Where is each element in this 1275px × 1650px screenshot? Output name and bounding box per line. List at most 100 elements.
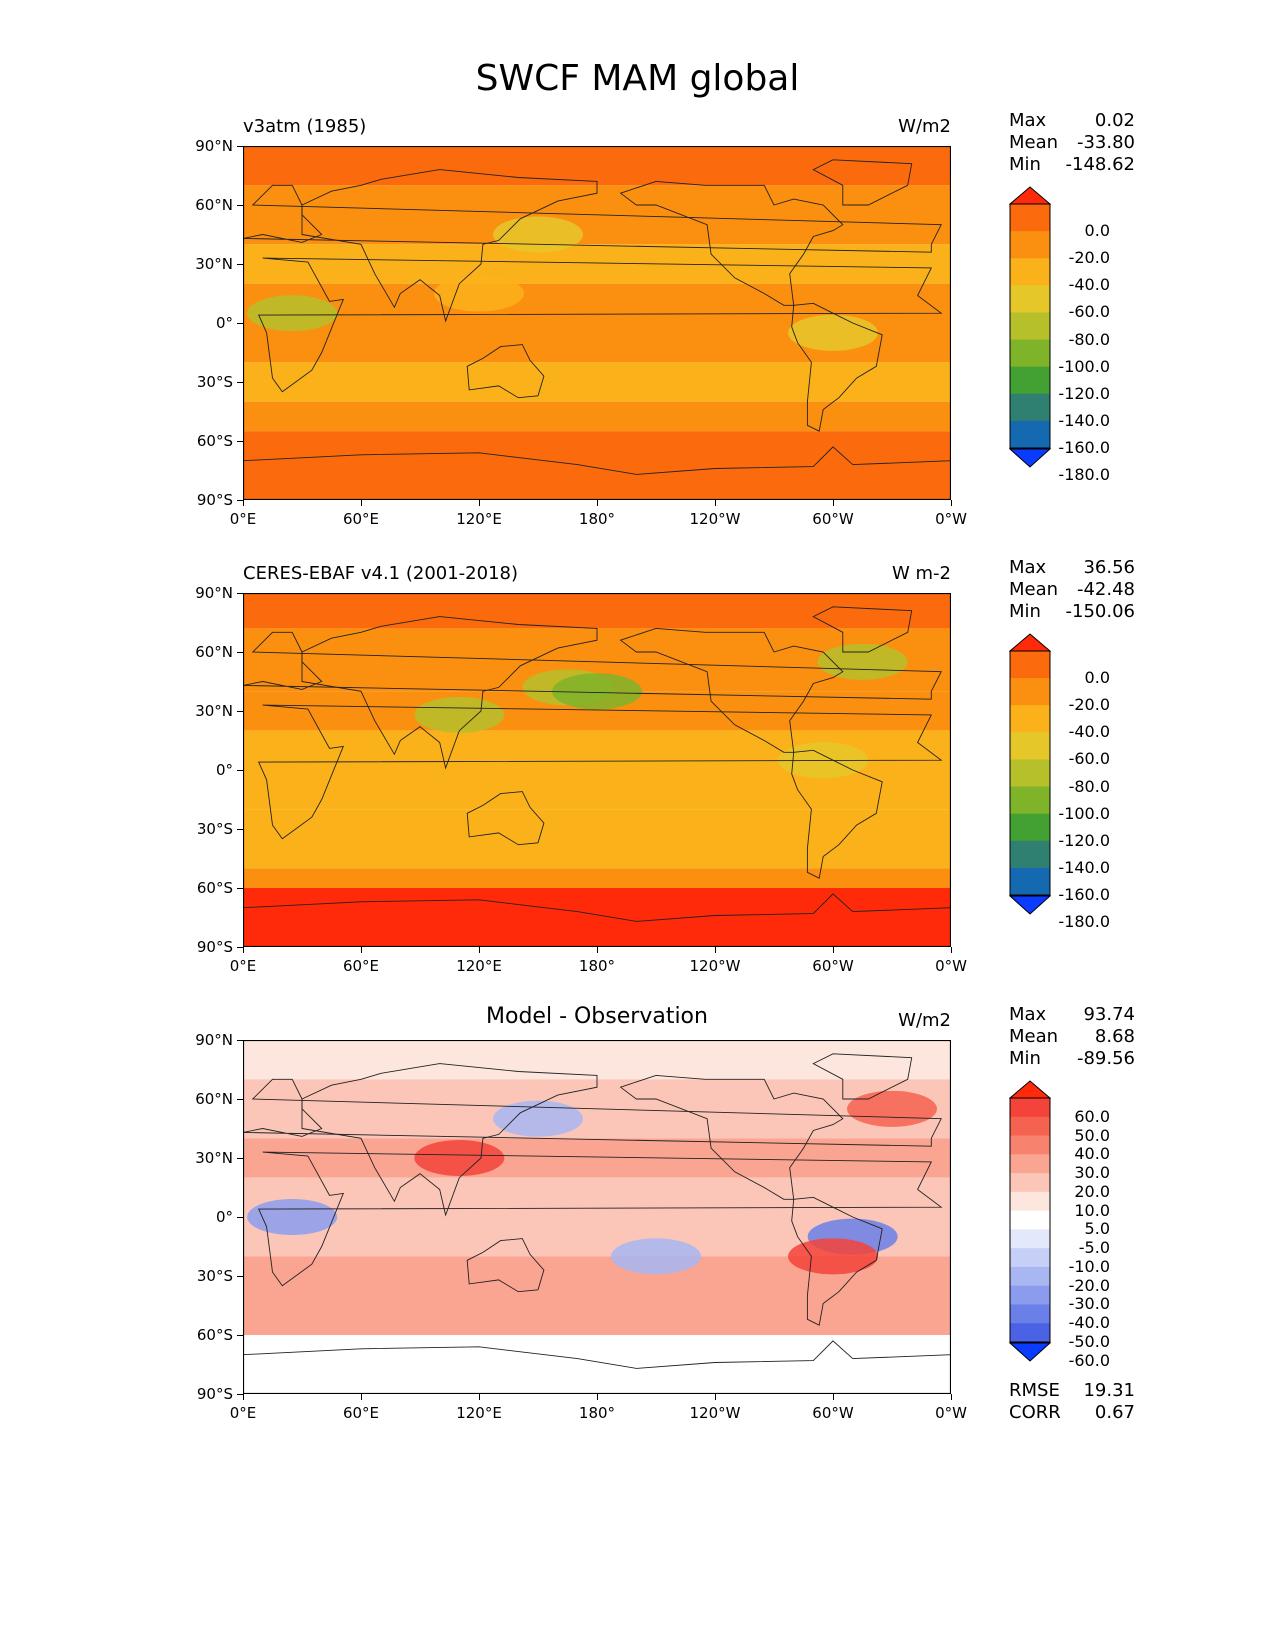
field-band xyxy=(243,146,951,186)
colorbar-segment xyxy=(1010,651,1050,679)
map-plot xyxy=(243,593,951,947)
stat-value: 8.68 xyxy=(1094,1026,1135,1047)
colorbar-segment xyxy=(1010,1173,1050,1193)
colorbar-label: -100.0 xyxy=(1058,803,1110,823)
lon-tick-mark xyxy=(361,947,362,953)
colorbar-segment xyxy=(1010,285,1050,313)
field-anomaly xyxy=(434,275,524,312)
lon-tick-label: 0°W xyxy=(935,957,967,975)
lon-tick-mark xyxy=(833,947,834,953)
metrics-box: RMSE 19.31 CORR 0.67 xyxy=(1009,1380,1135,1424)
lat-tick-label: 90°N xyxy=(195,584,233,602)
coastline-samerica xyxy=(791,1196,883,1326)
coastline-australia xyxy=(466,344,545,399)
lon-tick-label: 180° xyxy=(578,1404,616,1422)
colorbar-segment xyxy=(1010,1266,1050,1287)
colorbar-label: 50.0 xyxy=(1074,1125,1110,1145)
lat-tick-mark xyxy=(237,829,243,830)
colorbar-segment xyxy=(1010,231,1050,259)
units-label: W/m2 xyxy=(898,1010,951,1031)
field-band xyxy=(243,1138,951,1178)
stat-value: -42.48 xyxy=(1076,579,1135,600)
stat-row: Mean -33.80 xyxy=(1009,132,1135,154)
lon-tick-mark xyxy=(951,500,952,506)
stat-row: Mean -42.48 xyxy=(1009,579,1135,601)
stat-value: -89.56 xyxy=(1076,1048,1135,1069)
colorbar-segment xyxy=(1010,759,1050,788)
colorbar-segment xyxy=(1010,1135,1050,1155)
panel-title: Model - Observation xyxy=(486,1004,708,1029)
colorbar-extend-min xyxy=(1009,895,1051,915)
stat-row: Max 36.56 xyxy=(1009,557,1135,579)
stat-value: 36.56 xyxy=(1083,557,1135,578)
colorbar-label: -80.0 xyxy=(1068,329,1110,349)
lat-tick-mark xyxy=(237,323,243,324)
stat-row: Min -148.62 xyxy=(1009,154,1135,176)
lon-tick-label: 120°E xyxy=(456,957,502,975)
field-band xyxy=(243,401,951,432)
colorbar-label: 5.0 xyxy=(1084,1219,1110,1239)
colorbar-segment xyxy=(1010,339,1050,368)
colorbar-label: -180.0 xyxy=(1058,465,1110,485)
colorbar-segment xyxy=(1010,312,1050,341)
stat-row: Max 0.02 xyxy=(1009,110,1135,132)
lat-tick-label: 90°N xyxy=(195,137,233,155)
lat-tick-label: 60°S xyxy=(196,1326,233,1344)
lat-tick-label: 60°N xyxy=(195,1090,233,1108)
lon-tick-mark xyxy=(951,1394,952,1400)
field-anomaly xyxy=(788,1238,878,1275)
stat-label: Mean xyxy=(1009,579,1059,600)
colorbar-label: -5.0 xyxy=(1078,1238,1110,1258)
coastline-antarctica xyxy=(243,893,951,947)
stats-box: Max 93.74 Mean 8.68 Min -89.56 xyxy=(1009,1004,1135,1070)
field-band xyxy=(243,362,951,402)
colorbar-label: 10.0 xyxy=(1074,1200,1110,1220)
colorbar-segment xyxy=(1010,1304,1050,1324)
colorbar-label: -40.0 xyxy=(1068,1313,1110,1333)
lat-tick-mark xyxy=(237,1099,243,1100)
metric-label: CORR xyxy=(1009,1402,1061,1423)
colorbar-segment xyxy=(1010,1248,1050,1268)
map-plot xyxy=(243,146,951,500)
lat-tick-mark xyxy=(237,947,243,948)
metric-row: CORR 0.67 xyxy=(1009,1402,1135,1424)
stat-label: Min xyxy=(1009,154,1041,175)
colorbar-segment xyxy=(1010,786,1050,815)
colorbar-label: -60.0 xyxy=(1068,302,1110,322)
colorbar-label: 0.0 xyxy=(1084,668,1110,688)
stat-label: Min xyxy=(1009,1048,1041,1069)
lon-tick-label: 120°W xyxy=(689,510,741,528)
stat-row: Min -89.56 xyxy=(1009,1048,1135,1070)
colorbar-segment xyxy=(1010,1210,1050,1230)
lat-tick-mark xyxy=(237,441,243,442)
colorbar-label: -100.0 xyxy=(1058,356,1110,376)
coastline-asia xyxy=(301,169,598,323)
lat-tick-label: 90°S xyxy=(196,1385,233,1403)
lat-tick-mark xyxy=(237,1040,243,1041)
colorbar-segment xyxy=(1010,258,1050,286)
colorbar-frame xyxy=(1009,650,1051,896)
lon-tick-label: 0°E xyxy=(229,957,257,975)
stat-row: Max 93.74 xyxy=(1009,1004,1135,1026)
lon-tick-mark xyxy=(361,1394,362,1400)
lat-tick-mark xyxy=(237,264,243,265)
lon-tick-label: 60°W xyxy=(812,510,854,528)
lat-tick-mark xyxy=(237,382,243,383)
lat-tick-label: 60°S xyxy=(196,879,233,897)
lat-tick-mark xyxy=(237,593,243,594)
lon-tick-label: 120°E xyxy=(456,510,502,528)
coastline-namerica xyxy=(619,180,844,306)
units-label: W/m2 xyxy=(898,116,951,137)
lon-tick-mark xyxy=(715,947,716,953)
lat-tick-label: 60°N xyxy=(195,643,233,661)
field-band xyxy=(243,1335,951,1394)
metric-row: RMSE 19.31 xyxy=(1009,1380,1135,1402)
metric-value: 19.31 xyxy=(1083,1380,1135,1401)
colorbar-segment xyxy=(1010,732,1050,760)
colorbar xyxy=(1009,633,1051,915)
lon-tick-mark xyxy=(833,500,834,506)
stat-value: 0.02 xyxy=(1094,110,1135,131)
lon-tick-mark xyxy=(243,500,244,506)
colorbar-segment xyxy=(1010,840,1050,869)
map-frame xyxy=(243,1040,951,1394)
